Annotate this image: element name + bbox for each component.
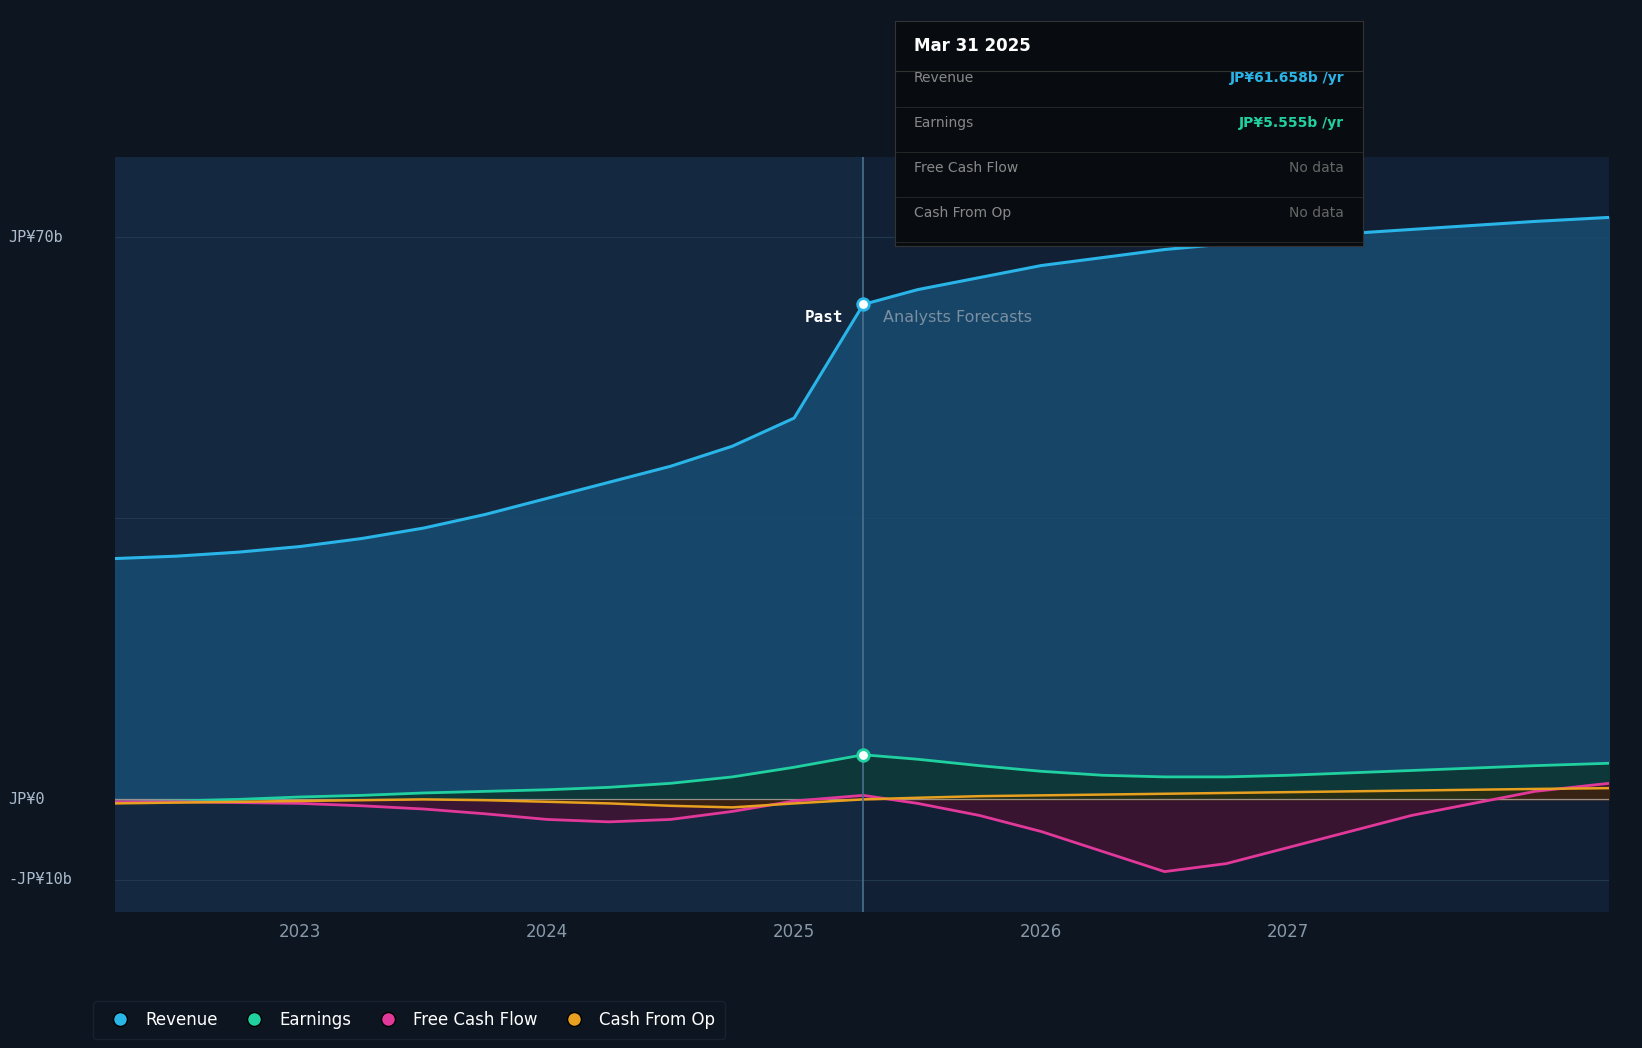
Text: Past: Past <box>805 310 844 325</box>
Text: Mar 31 2025: Mar 31 2025 <box>913 37 1031 54</box>
Text: -JP¥10b: -JP¥10b <box>8 872 72 888</box>
Text: Analysts Forecasts: Analysts Forecasts <box>883 310 1033 325</box>
Bar <box>864 157 1609 912</box>
Text: JP¥61.658b /yr: JP¥61.658b /yr <box>1230 70 1345 85</box>
Point <box>851 746 877 763</box>
Text: Cash From Op: Cash From Op <box>913 205 1011 220</box>
Text: Revenue: Revenue <box>913 70 974 85</box>
Text: No data: No data <box>1289 160 1345 175</box>
Text: No data: No data <box>1289 205 1345 220</box>
Text: JP¥0: JP¥0 <box>8 792 44 807</box>
Text: JP¥70b: JP¥70b <box>8 230 62 245</box>
Text: Free Cash Flow: Free Cash Flow <box>913 160 1018 175</box>
Bar <box>115 157 864 912</box>
Text: Earnings: Earnings <box>913 115 974 130</box>
Point <box>851 296 877 312</box>
Text: JP¥5.555b /yr: JP¥5.555b /yr <box>1240 115 1345 130</box>
Legend: Revenue, Earnings, Free Cash Flow, Cash From Op: Revenue, Earnings, Free Cash Flow, Cash … <box>94 1001 726 1040</box>
